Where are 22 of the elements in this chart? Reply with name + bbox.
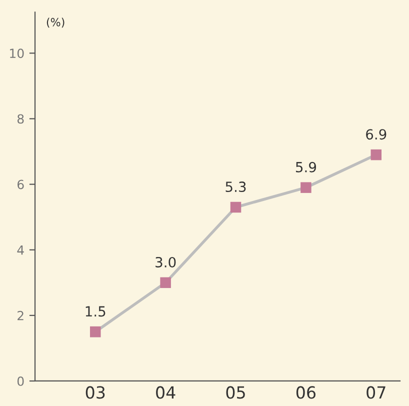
point [370, 149, 382, 160]
y-axis-title: (%) [46, 18, 64, 28]
data-label: 6.9 [366, 129, 386, 140]
x-tick-label: 04 [156, 386, 176, 399]
x-tick-label: 07 [366, 386, 386, 399]
y-tick-label: 2 [18, 310, 24, 320]
point [90, 326, 101, 338]
point [230, 202, 242, 213]
x-tick-label: 06 [296, 386, 316, 399]
point [160, 277, 171, 288]
y-tick-label: 4 [17, 245, 24, 255]
x-tick-label: 03 [86, 386, 105, 399]
y-tick-label: 0 [17, 376, 24, 386]
data-label: 5.3 [226, 182, 246, 192]
y-tick-label: 8 [17, 114, 24, 124]
y-tick-label: 6 [18, 180, 24, 190]
y-tick-label: 10 [10, 48, 24, 58]
point [300, 182, 312, 193]
x-tick-label: 05 [226, 386, 245, 399]
data-label: 3.0 [156, 256, 176, 268]
data-label: 5.9 [296, 162, 316, 172]
data-label: 1.5 [86, 306, 106, 317]
